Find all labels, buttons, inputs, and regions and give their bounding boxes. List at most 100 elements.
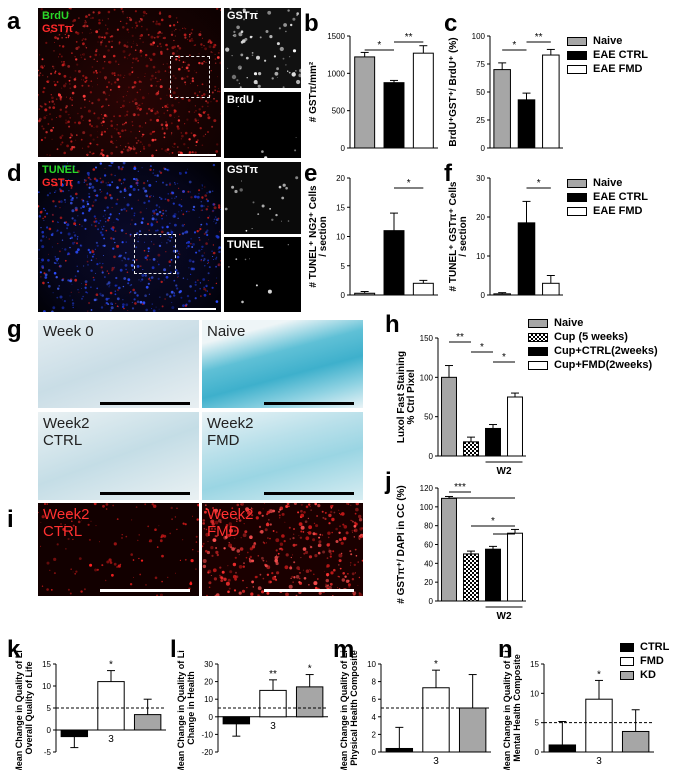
speckle	[51, 100, 54, 103]
speckle	[265, 522, 270, 527]
speckle	[212, 52, 214, 53]
speckle	[149, 132, 153, 136]
white-speckle-layer	[228, 244, 289, 304]
speckle	[206, 90, 208, 91]
speckle	[200, 204, 204, 208]
speckle	[279, 517, 281, 519]
speckle	[293, 71, 296, 74]
speckle	[61, 61, 63, 63]
speckle	[223, 577, 227, 581]
speckle	[90, 309, 93, 311]
speckle	[93, 278, 96, 281]
speckle	[296, 79, 301, 85]
speckle	[171, 31, 173, 33]
speckle	[133, 576, 135, 578]
speckle	[138, 104, 140, 106]
y-tick-label: 20	[476, 213, 485, 222]
speckle	[194, 105, 196, 107]
speckle	[166, 48, 169, 51]
speckle	[195, 535, 198, 538]
speckle	[54, 36, 56, 38]
speckle	[38, 258, 40, 259]
speckle	[168, 153, 170, 155]
bar-ctrl	[548, 744, 577, 753]
speckle	[176, 272, 179, 275]
speckle	[88, 142, 91, 145]
speckle	[85, 15, 88, 18]
significance-marker: *	[407, 178, 411, 189]
speckle	[249, 535, 253, 539]
speckle	[153, 504, 157, 508]
speckle	[104, 276, 106, 278]
speckle	[184, 558, 187, 561]
speckle	[241, 180, 242, 182]
speckle	[162, 63, 164, 65]
speckle	[208, 45, 212, 49]
speckle	[156, 221, 158, 223]
speckle	[207, 262, 210, 264]
speckle	[210, 546, 214, 550]
speckle	[161, 242, 163, 243]
bar-cup-5-weeks-	[463, 441, 479, 457]
speckle	[285, 505, 289, 508]
speckle	[65, 31, 68, 34]
speckle	[298, 568, 300, 571]
speckle	[151, 503, 154, 506]
speckle	[180, 296, 183, 299]
speckle	[46, 503, 48, 505]
speckle	[88, 193, 90, 195]
speckle	[54, 65, 56, 67]
speckle	[133, 291, 137, 295]
speckle	[190, 34, 192, 36]
speckle	[118, 89, 120, 91]
speckle	[69, 147, 73, 151]
red-speckle-layer	[38, 8, 221, 157]
speckle	[149, 118, 152, 122]
speckle	[77, 46, 80, 49]
speckle	[90, 17, 92, 19]
legend-item: EAE FMD	[567, 204, 648, 218]
speckle	[85, 283, 87, 286]
speckle	[102, 263, 104, 265]
speckle	[205, 100, 207, 102]
speckle	[150, 35, 154, 39]
speckle	[101, 124, 104, 127]
speckle	[182, 539, 184, 541]
speckle	[359, 527, 363, 531]
speckle	[199, 114, 203, 118]
y-axis-label: # GSTπ⁺/ DAPI in CC (%)	[396, 485, 407, 604]
speckle	[202, 135, 205, 138]
speckle	[302, 547, 307, 551]
speckle	[218, 206, 221, 209]
speckle	[69, 237, 72, 240]
speckle	[158, 80, 160, 82]
speckle	[58, 114, 62, 118]
speckle	[207, 131, 209, 133]
speckle	[64, 259, 67, 262]
speckle	[82, 79, 84, 81]
speckle	[183, 77, 186, 80]
speckle	[183, 27, 185, 29]
speckle	[215, 593, 220, 596]
legend-abc: Naive EAE CTRL EAE FMD	[567, 34, 648, 76]
panel-label-h: h	[385, 311, 400, 338]
speckle	[103, 130, 105, 132]
y-axis-label: Mental Health Composite	[512, 654, 522, 762]
speckle	[170, 33, 174, 36]
speckle	[206, 550, 210, 555]
speckle	[77, 215, 79, 217]
speckle	[200, 43, 203, 46]
speckle	[136, 265, 140, 268]
speckle	[146, 259, 148, 261]
speckle	[70, 201, 73, 205]
speckle	[313, 573, 315, 576]
speckle	[206, 233, 209, 237]
speckle	[58, 200, 61, 203]
speckle	[48, 106, 51, 109]
speckle	[190, 132, 193, 134]
speckle	[228, 266, 230, 268]
speckle	[267, 537, 269, 539]
stain-label-tunel: TUNEL	[42, 164, 79, 176]
speckle	[348, 504, 350, 506]
